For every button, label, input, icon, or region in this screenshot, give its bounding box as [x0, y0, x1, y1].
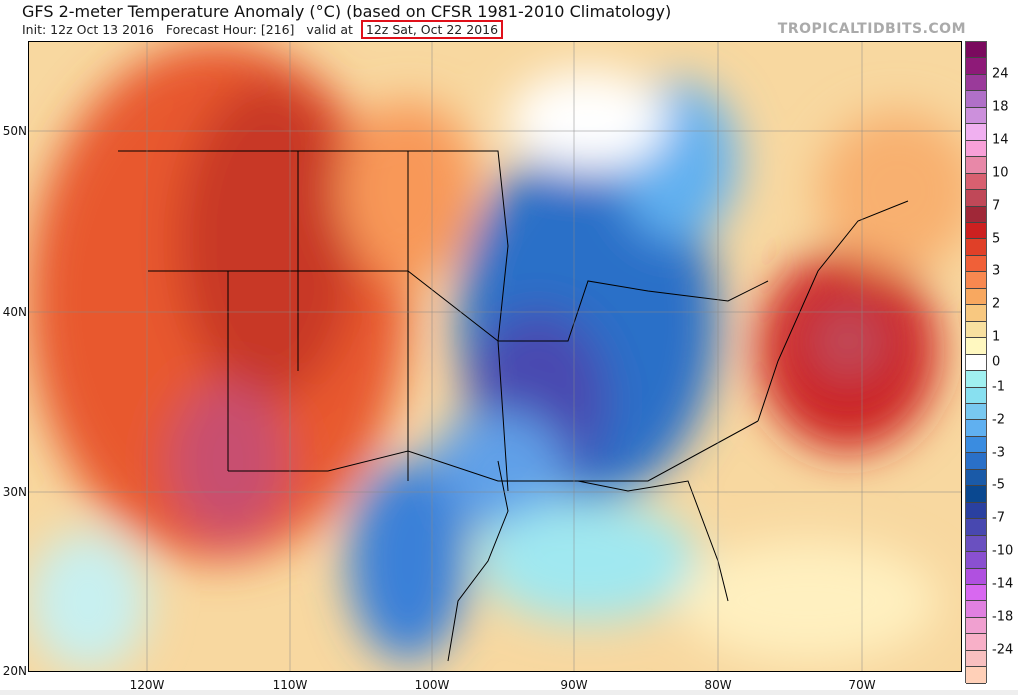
- colorbar-segment: [966, 601, 986, 618]
- colorbar-label: 10: [992, 165, 1009, 181]
- colorbar-segment: [966, 272, 986, 289]
- colorbar-segment: [966, 502, 986, 520]
- lon-label: 80W: [704, 678, 732, 692]
- colorbar-label: 14: [992, 132, 1009, 148]
- brand-watermark: TROPICALTIDBITS.COM: [777, 21, 966, 37]
- colorbar-segment: [966, 222, 986, 240]
- colorbar-label: 5: [992, 231, 1001, 247]
- lon-label: 90W: [560, 678, 588, 692]
- colorbar-label: -18: [992, 609, 1014, 625]
- colorbar-segment: [966, 650, 986, 668]
- colorbar-label: 3: [992, 263, 1001, 279]
- lon-label: 110W: [272, 678, 308, 692]
- colorbar-segment: [966, 519, 986, 536]
- colorbar: [965, 41, 987, 684]
- valid-prefix: valid at: [306, 22, 353, 37]
- colorbar-segment: [966, 107, 986, 125]
- colorbar-segment: [966, 634, 986, 651]
- colorbar-label: 18: [992, 99, 1009, 115]
- colorbar-segment: [966, 140, 986, 158]
- colorbar-segment: [966, 173, 986, 191]
- colorbar-segment: [966, 403, 986, 421]
- colorbar-label: -10: [992, 543, 1014, 559]
- lon-label: 120W: [129, 678, 165, 692]
- lat-label: 40N: [2, 305, 27, 319]
- colorbar-label: -1: [992, 379, 1005, 395]
- colorbar-segment: [966, 255, 986, 273]
- colorbar-segment: [966, 124, 986, 141]
- colorbar-label: 2: [992, 296, 1001, 312]
- colorbar-segment: [966, 74, 986, 92]
- colorbar-segment: [966, 206, 986, 223]
- colorbar-segment: [966, 239, 986, 256]
- run-info: Init: 12z Oct 13 2016 Forecast Hour: [21…: [22, 20, 511, 39]
- colorbar-segment: [966, 321, 986, 339]
- colorbar-segment: [966, 338, 986, 355]
- colorbar-label: -2: [992, 412, 1005, 428]
- colorbar-segment: [966, 667, 986, 684]
- init-time: Init: 12z Oct 13 2016: [22, 22, 154, 37]
- lat-label: 30N: [2, 485, 27, 499]
- colorbar-segment: [966, 91, 986, 108]
- colorbar-segment: [966, 436, 986, 454]
- map-title: GFS 2-meter Temperature Anomaly (°C) (ba…: [22, 2, 672, 21]
- colorbar-label: -3: [992, 445, 1005, 461]
- valid-time-highlight: 12z Sat, Oct 22 2016: [360, 20, 504, 39]
- colorbar-segment: [966, 617, 986, 635]
- colorbar-segment: [966, 486, 986, 503]
- temperature-anomaly-map: [28, 41, 962, 672]
- colorbar-segment: [966, 453, 986, 470]
- colorbar-label: 1: [992, 329, 1001, 345]
- forecast-hour: Forecast Hour: [216]: [165, 22, 295, 37]
- colorbar-segment: [966, 535, 986, 553]
- colorbar-segment: [966, 584, 986, 602]
- colorbar-label: 7: [992, 198, 1001, 214]
- colorbar-label: 0: [992, 354, 1001, 370]
- lat-label: 20N: [2, 664, 27, 678]
- colorbar-segment: [966, 288, 986, 306]
- colorbar-label: -24: [992, 642, 1014, 658]
- colorbar-segment: [966, 157, 986, 174]
- colorbar-segment: [966, 42, 986, 59]
- colorbar-label: -5: [992, 477, 1005, 493]
- colorbar-label: -14: [992, 576, 1014, 592]
- colorbar-segment: [966, 387, 986, 404]
- colorbar-segment: [966, 190, 986, 207]
- colorbar-label: -7: [992, 510, 1005, 526]
- graticule: [28, 41, 962, 672]
- state-borders: [118, 150, 909, 662]
- colorbar-segment: [966, 469, 986, 487]
- lon-label: 100W: [414, 678, 450, 692]
- colorbar-segment: [966, 420, 986, 437]
- colorbar-segment: [966, 354, 986, 372]
- colorbar-segment: [966, 552, 986, 569]
- colorbar-label: 24: [992, 66, 1009, 82]
- lon-label: 70W: [848, 678, 876, 692]
- anomaly-field: [28, 41, 962, 671]
- colorbar-segment: [966, 371, 986, 388]
- lat-label: 50N: [2, 124, 27, 138]
- colorbar-segment: [966, 568, 986, 585]
- colorbar-segment: [966, 58, 986, 75]
- footer-bar: [0, 690, 1018, 695]
- colorbar-segment: [966, 305, 986, 322]
